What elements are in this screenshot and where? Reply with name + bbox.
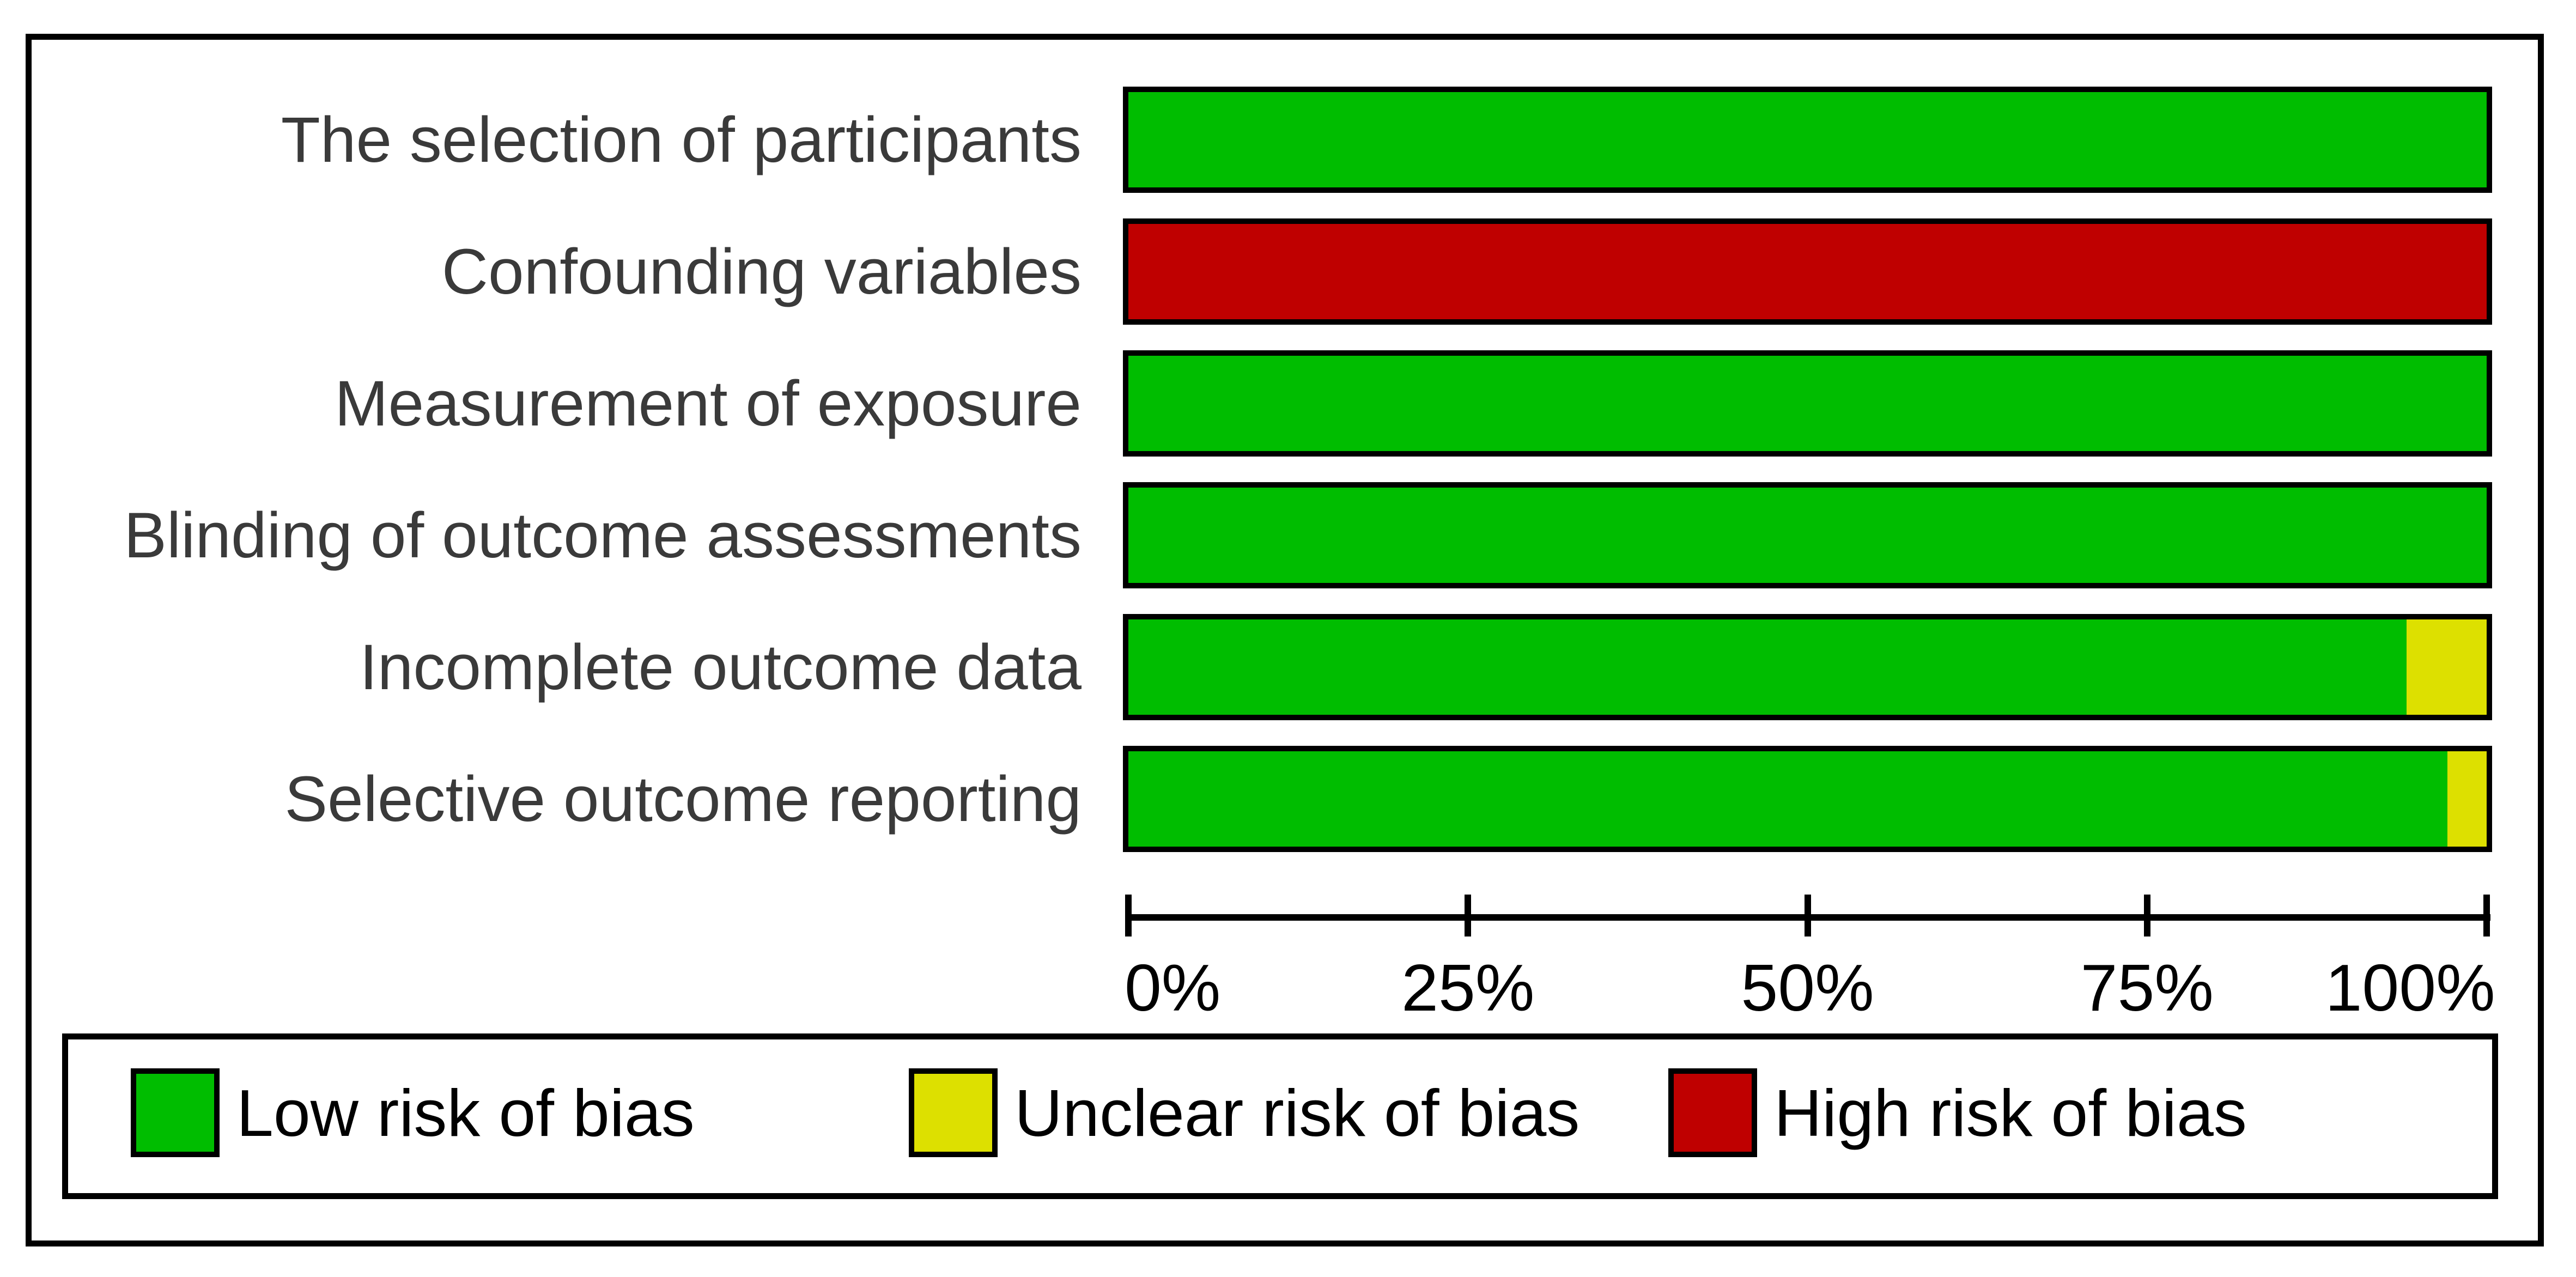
legend-box: Low risk of bias Unclear risk of bias Hi… [62,1033,2498,1199]
legend-label: High risk of bias [1774,1075,2247,1150]
legend-item-high-risk: High risk of bias [1668,1068,2247,1157]
axis-tick-label: 100% [2325,951,2495,1025]
bar-segment-low-risk-of-bias [1128,356,2487,451]
legend-swatch-unclear-risk [909,1068,998,1157]
row-label: Selective outcome reporting [284,763,1082,835]
axis-tick-label: 0% [1124,951,1221,1025]
stacked-bar [1123,87,2492,193]
axis-tick-label: 50% [1741,951,1874,1025]
row-label: Blinding of outcome assessments [124,499,1082,571]
stacked-bar [1123,614,2492,720]
chart-row: Selective outcome reporting [32,746,2492,852]
row-label: Confounding variables [441,235,1082,308]
axis-tick-label: 25% [1401,951,1535,1025]
bar-segment-high-risk-of-bias [1128,224,2487,319]
chart-row: The selection of participants [32,87,2492,193]
chart-row: Measurement of exposure [32,350,2492,457]
legend-item-unclear-risk: Unclear risk of bias [909,1068,1579,1157]
bar-segment-low-risk-of-bias [1128,488,2487,583]
legend-item-low-risk: Low risk of bias [131,1068,695,1157]
stacked-bar [1123,482,2492,588]
x-axis-line [1125,914,2490,921]
legend-swatch-high-risk [1668,1068,1757,1157]
legend-swatch-low-risk [131,1068,220,1157]
legend-label: Low risk of bias [236,1075,695,1150]
chart-row: Blinding of outcome assessments [32,482,2492,588]
x-axis-labels: 0% 25% 50% 75% 100% [1124,951,2495,1025]
bar-segment-unclear-risk-of-bias [2406,619,2487,715]
stacked-bar [1123,746,2492,852]
stacked-bar [1123,350,2492,457]
row-label: Incomplete outcome data [359,631,1082,703]
bar-segment-low-risk-of-bias [1128,92,2487,187]
figure-border [26,34,2544,1246]
row-label: The selection of participants [281,104,1082,176]
bar-segment-low-risk-of-bias [1128,619,2407,715]
chart-row: Confounding variables [32,218,2492,325]
legend-label: Unclear risk of bias [1014,1075,1580,1150]
stacked-bar [1123,218,2492,325]
bar-chart-rows: The selection of participants Confoundin… [32,87,2492,878]
axis-tick-label: 75% [2080,951,2214,1025]
bar-segment-low-risk-of-bias [1128,751,2447,847]
row-label: Measurement of exposure [335,367,1082,440]
chart-row: Incomplete outcome data [32,614,2492,720]
bar-segment-unclear-risk-of-bias [2447,751,2487,847]
